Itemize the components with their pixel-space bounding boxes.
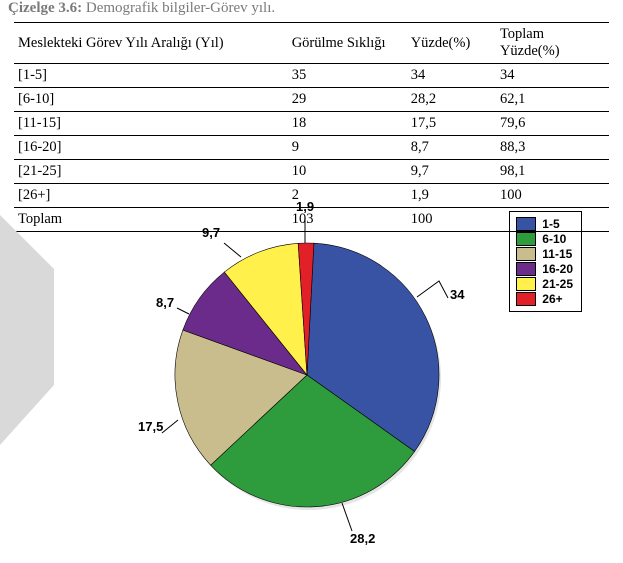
cell: 29 [288, 88, 407, 112]
col-header: Görülme Sıklığı [288, 23, 407, 64]
legend-item: 6-10 [516, 232, 573, 246]
table-row: [16-20] 9 8,7 88,3 [14, 136, 609, 160]
table-row: [1-5] 35 34 34 [14, 64, 609, 88]
slice-label: 1,9 [296, 199, 314, 214]
legend-label: 1-5 [542, 217, 559, 231]
legend-label: 11-15 [542, 247, 572, 261]
cell: 9,7 [407, 160, 496, 184]
cell: 8,7 [407, 136, 496, 160]
legend-item: 16-20 [516, 262, 573, 276]
cell: 9 [288, 136, 407, 160]
cell: 79,6 [496, 112, 609, 136]
cell: 88,3 [496, 136, 609, 160]
cell: 98,1 [496, 160, 609, 184]
cell: 62,1 [496, 88, 609, 112]
caption-prefix: Çizelge 3.6: [8, 0, 82, 16]
legend-swatch [516, 262, 536, 276]
slice-label: 8,7 [156, 295, 174, 310]
cell: [6-10] [14, 88, 288, 112]
cell: [16-20] [14, 136, 288, 160]
caption-text: Demografik bilgiler-Görev yılı. [82, 0, 275, 16]
cell: 17,5 [407, 112, 496, 136]
legend-item: 21-25 [516, 277, 573, 291]
figure-caption: Çizelge 3.6: Demografik bilgiler-Görev y… [8, 0, 615, 17]
pie-chart: 34 28,2 17,5 8,7 9,7 1,9 1-5 6-10 11-15 … [92, 195, 602, 555]
slice-label: 17,5 [138, 419, 163, 434]
table-row: [6-10] 29 28,2 62,1 [14, 88, 609, 112]
legend-label: 21-25 [542, 277, 573, 291]
legend-swatch [516, 217, 536, 231]
legend-label: 26+ [542, 292, 562, 306]
table-row: [21-25] 10 9,7 98,1 [14, 160, 609, 184]
table-row: [11-15] 18 17,5 79,6 [14, 112, 609, 136]
cell: 34 [407, 64, 496, 88]
legend-label: 16-20 [542, 262, 573, 276]
cell: 28,2 [407, 88, 496, 112]
legend-item: 11-15 [516, 247, 573, 261]
cell: 34 [496, 64, 609, 88]
cell: 10 [288, 160, 407, 184]
slice-label: 28,2 [350, 531, 375, 546]
col-header: Meslekteki Görev Yılı Aralığı (Yıl) [14, 23, 288, 64]
col-header: Yüzde(%) [407, 23, 496, 64]
cell: 35 [288, 64, 407, 88]
legend-item: 1-5 [516, 217, 573, 231]
legend-swatch [516, 277, 536, 291]
cell: 18 [288, 112, 407, 136]
cell: [1-5] [14, 64, 288, 88]
cell: [11-15] [14, 112, 288, 136]
decorative-corner [0, 215, 95, 475]
table-header-row: Meslekteki Görev Yılı Aralığı (Yıl) Görü… [14, 23, 609, 64]
legend-swatch [516, 247, 536, 261]
col-header: Toplam Yüzde(%) [496, 23, 609, 64]
legend-swatch [516, 292, 536, 306]
slice-label: 34 [450, 287, 464, 302]
chart-legend: 1-5 6-10 11-15 16-20 21-25 26+ [509, 211, 582, 312]
legend-label: 6-10 [542, 232, 566, 246]
slice-label: 9,7 [202, 225, 220, 240]
cell: [21-25] [14, 160, 288, 184]
legend-item: 26+ [516, 292, 573, 306]
legend-swatch [516, 232, 536, 246]
